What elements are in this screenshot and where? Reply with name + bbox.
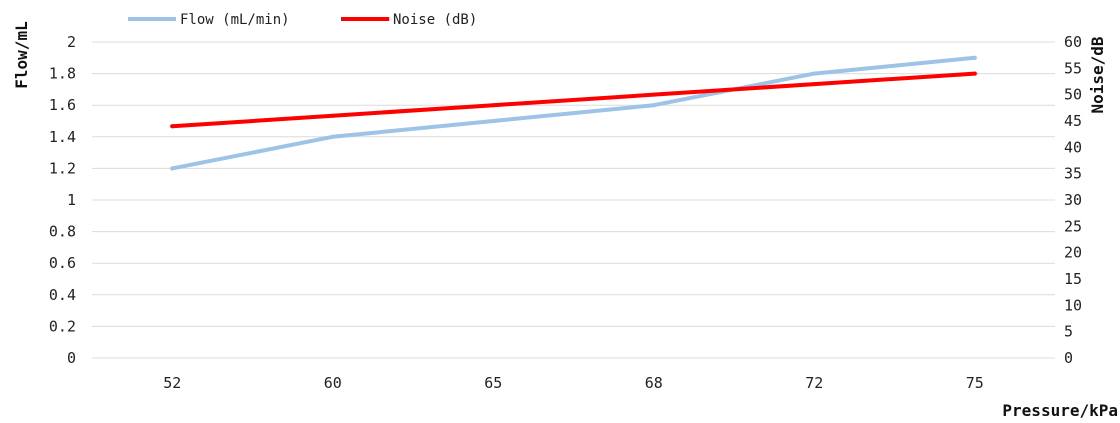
y-tick-label: 1.4 bbox=[49, 128, 76, 146]
y2-tick-label: 35 bbox=[1064, 165, 1082, 183]
data-point-noise bbox=[651, 92, 656, 97]
data-point-flow bbox=[812, 71, 817, 76]
y2-tick-label: 30 bbox=[1064, 191, 1082, 209]
right-axis-ticks: 0 5 10 15 20 25 30 35 40 45 50 55 60 bbox=[1064, 33, 1082, 367]
data-point-noise bbox=[812, 82, 817, 87]
left-axis-ticks: 0 0.2 0.4 0.6 0.8 1 1.2 1.4 1.6 1.8 2 bbox=[49, 33, 76, 367]
y2-tick-label: 40 bbox=[1064, 138, 1082, 156]
y-tick-label: 1 bbox=[67, 191, 76, 209]
x-axis-ticks: 52 60 65 68 72 75 bbox=[163, 374, 984, 392]
series-line-flow bbox=[170, 55, 977, 171]
x-tick-label: 60 bbox=[324, 374, 342, 392]
x-tick-label: 52 bbox=[163, 374, 181, 392]
y-tick-label: 0 bbox=[67, 349, 76, 367]
y-tick-label: 1.6 bbox=[49, 96, 76, 114]
y-tick-label: 0.8 bbox=[49, 223, 76, 241]
data-point-noise bbox=[972, 71, 977, 76]
data-point-noise bbox=[170, 124, 175, 129]
y-tick-label: 0.2 bbox=[49, 317, 76, 335]
y2-tick-label: 5 bbox=[1064, 323, 1073, 341]
legend-label-noise: Noise (dB) bbox=[393, 12, 477, 28]
legend-label-flow: Flow (mL/min) bbox=[180, 12, 290, 28]
y2-tick-label: 0 bbox=[1064, 349, 1073, 367]
y2-tick-label: 60 bbox=[1064, 33, 1082, 51]
legend: Flow (mL/min) Noise (dB) bbox=[128, 12, 477, 28]
x-axis-title: Pressure/kPa bbox=[1002, 401, 1118, 420]
y2-tick-label: 10 bbox=[1064, 296, 1082, 314]
y-tick-label: 2 bbox=[67, 33, 76, 51]
y2-axis-title: Noise/dB bbox=[1088, 36, 1107, 113]
x-tick-label: 65 bbox=[484, 374, 502, 392]
x-tick-label: 68 bbox=[645, 374, 663, 392]
y2-tick-label: 25 bbox=[1064, 217, 1082, 235]
y-tick-label: 0.6 bbox=[49, 254, 76, 272]
data-point-flow bbox=[972, 55, 977, 60]
data-point-flow bbox=[491, 119, 496, 123]
data-point-noise bbox=[491, 103, 496, 108]
y2-tick-label: 15 bbox=[1064, 270, 1082, 288]
y-tick-label: 1.8 bbox=[49, 65, 76, 83]
y2-tick-label: 45 bbox=[1064, 112, 1082, 130]
series-line-noise bbox=[170, 71, 977, 129]
y-tick-label: 1.2 bbox=[49, 159, 76, 177]
y2-tick-label: 20 bbox=[1064, 244, 1082, 262]
x-tick-label: 72 bbox=[805, 374, 823, 392]
y-axis-title: Flow/mL bbox=[12, 21, 31, 88]
y-tick-label: 0.4 bbox=[49, 286, 76, 304]
gridlines bbox=[92, 41, 1055, 359]
x-tick-label: 75 bbox=[966, 374, 984, 392]
data-point-noise bbox=[330, 113, 335, 118]
data-point-flow bbox=[170, 166, 175, 171]
y2-tick-label: 50 bbox=[1064, 86, 1082, 104]
y2-tick-label: 55 bbox=[1064, 59, 1082, 77]
series-lines bbox=[170, 55, 977, 171]
data-point-flow bbox=[651, 103, 656, 108]
data-point-flow bbox=[330, 134, 335, 139]
